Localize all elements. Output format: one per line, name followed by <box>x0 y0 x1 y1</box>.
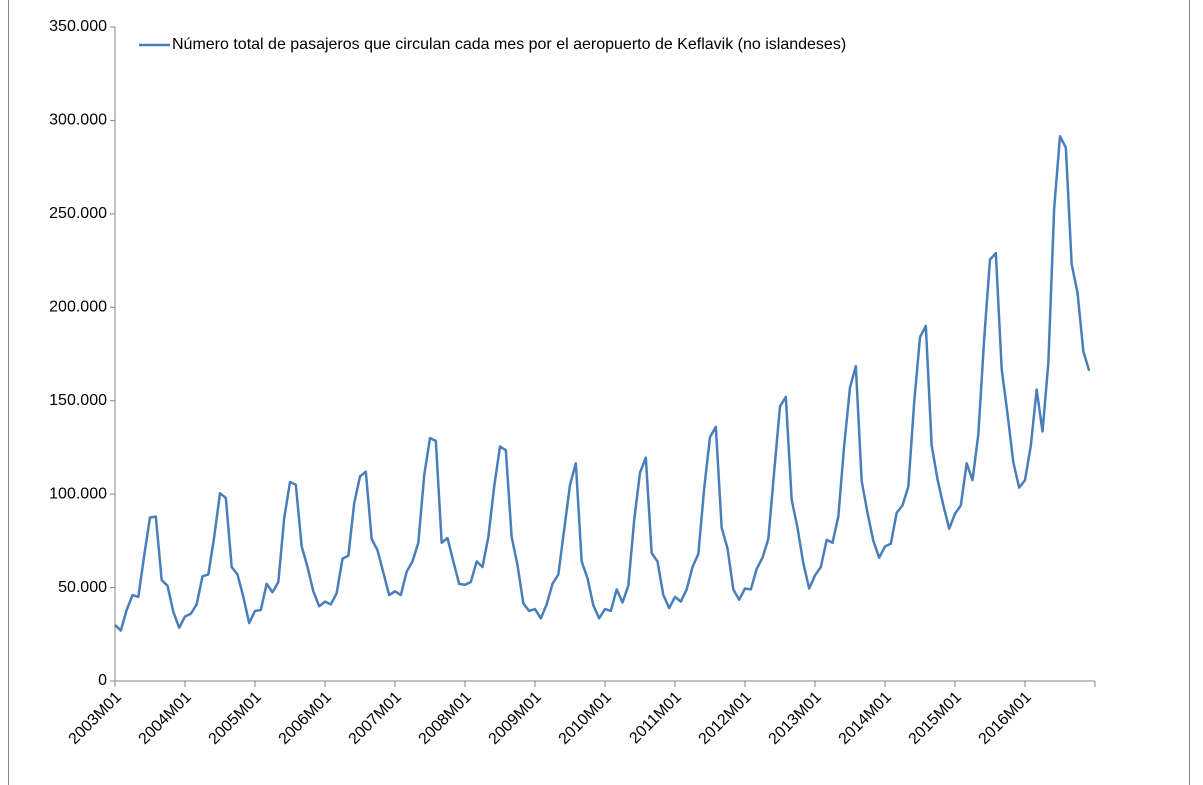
x-tick-label: 2014M01 <box>836 689 895 748</box>
x-tick-label: 2009M01 <box>486 689 545 748</box>
legend-label: Número total de pasajeros que circulan c… <box>172 36 846 53</box>
y-tick-label: 300.000 <box>49 112 107 129</box>
y-tick-label: 0 <box>98 672 107 689</box>
series-line <box>114 135 1091 632</box>
x-tick-label: 2013M01 <box>766 689 825 748</box>
x-tick-label: 2004M01 <box>136 689 195 748</box>
chart-border <box>8 0 1190 785</box>
x-tick-label: 2011M01 <box>626 689 684 747</box>
y-tick-label: 250.000 <box>49 205 107 222</box>
x-tick-label: 2012M01 <box>696 689 755 748</box>
x-tick-label: 2003M01 <box>66 689 125 748</box>
x-tick-label: 2015M01 <box>906 689 965 748</box>
y-tick-label: 350.000 <box>49 18 107 35</box>
x-tick-label: 2007M01 <box>346 689 405 748</box>
x-tick-label: 2016M01 <box>976 689 1035 748</box>
y-tick-label: 200.000 <box>49 299 107 316</box>
x-tick-label: 2005M01 <box>206 689 265 748</box>
y-tick-label: 50.000 <box>58 579 107 596</box>
y-tick-label: 150.000 <box>49 392 107 409</box>
x-tick-label: 2006M01 <box>276 689 335 748</box>
x-tick-label: 2010M01 <box>556 689 615 748</box>
x-tick-label: 2008M01 <box>416 689 475 748</box>
y-tick-label: 100.000 <box>49 485 107 502</box>
